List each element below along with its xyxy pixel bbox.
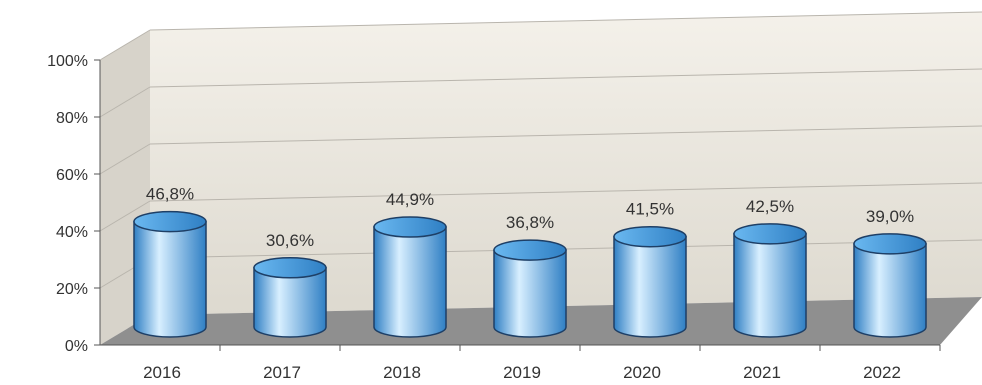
- bar-body: [493, 249, 567, 338]
- bars: [133, 210, 927, 338]
- bar-2018: [373, 216, 447, 338]
- y-tick-label: 60%: [56, 167, 88, 184]
- x-tick-label-2022: 2022: [863, 363, 901, 382]
- bar-top: [853, 233, 927, 255]
- bar-top: [613, 225, 687, 248]
- bar-2020: [613, 225, 687, 338]
- bar-2019: [493, 239, 567, 338]
- x-tick-label-2016: 2016: [143, 363, 181, 382]
- bar-top: [373, 216, 447, 238]
- gridline-side: [99, 86, 151, 118]
- axes: [94, 59, 941, 351]
- bar-body: [253, 267, 327, 338]
- x-tick-label-2019: 2019: [503, 363, 541, 382]
- gridline-back: [149, 182, 982, 202]
- x-tick-label-2021: 2021: [743, 363, 781, 382]
- gridline-side: [99, 200, 151, 232]
- bar-2016: [133, 210, 207, 338]
- data-label-2021: 42,5%: [746, 197, 794, 216]
- bar-body: [733, 233, 807, 338]
- bar-body: [133, 220, 207, 338]
- gridline-side: [99, 29, 151, 61]
- data-label-2017: 30,6%: [266, 231, 314, 250]
- bar-body: [373, 226, 447, 338]
- data-label-2022: 39,0%: [866, 207, 914, 226]
- data-label-2016: 46,8%: [146, 185, 194, 204]
- bar-body: [853, 243, 927, 338]
- y-tick-label: 80%: [56, 110, 88, 127]
- data-label-2018: 44,9%: [386, 190, 434, 209]
- bar-2017: [253, 257, 327, 338]
- y-tick-label: 20%: [56, 281, 88, 298]
- y-tick-label: 40%: [56, 224, 88, 241]
- bar-top: [493, 239, 567, 261]
- y-tick-label: 0%: [65, 338, 88, 355]
- gridline-back: [149, 125, 982, 145]
- gridline-back: [149, 68, 982, 88]
- bar-body: [613, 235, 687, 338]
- x-tick-label-2017: 2017: [263, 363, 301, 382]
- bar-2021: [733, 223, 807, 338]
- gridline-back: [149, 11, 982, 31]
- x-tick-label-2020: 2020: [623, 363, 661, 382]
- bar-top: [253, 257, 327, 279]
- labels: 0% 20% 40% 60% 80% 100% 46,8% 2016 30,6% 2017 44,9…: [47, 53, 914, 382]
- gridline-side: [99, 143, 151, 175]
- y-tick-label: 100%: [47, 53, 88, 70]
- data-label-2020: 41,5%: [626, 200, 674, 219]
- bar-2022: [853, 233, 927, 338]
- x-tick-label-2018: 2018: [383, 363, 421, 382]
- bar-top: [733, 223, 807, 245]
- data-label-2019: 36,8%: [506, 213, 554, 232]
- bar-top: [133, 210, 207, 233]
